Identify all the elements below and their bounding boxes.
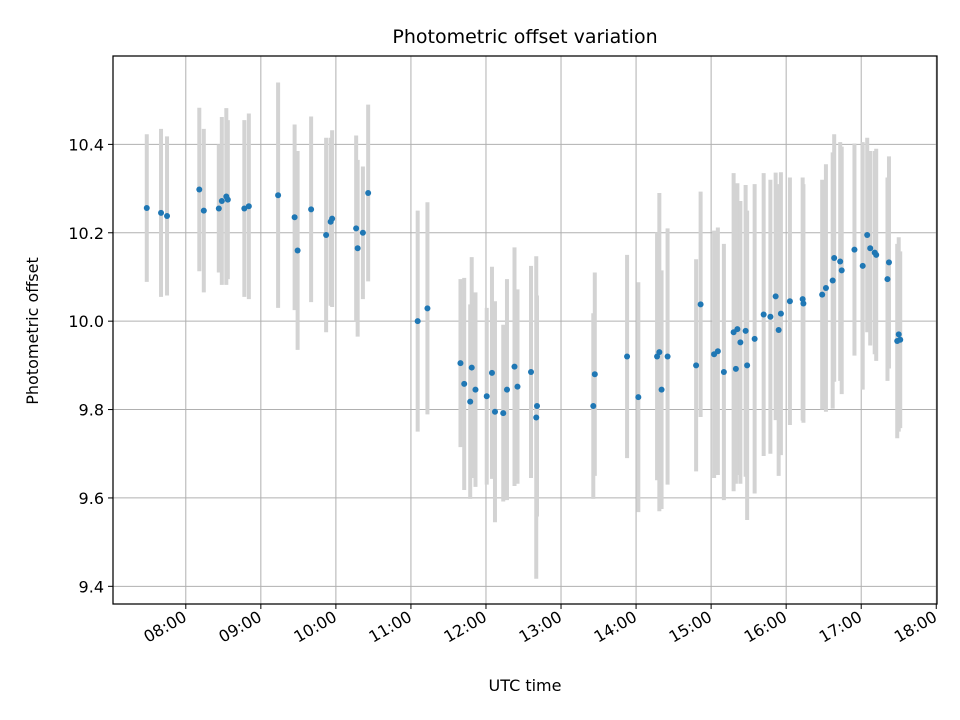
data-point	[873, 251, 880, 258]
data-point	[624, 353, 631, 360]
data-point	[800, 300, 807, 307]
data-point	[424, 305, 431, 312]
data-point	[775, 327, 782, 333]
data-point	[767, 313, 774, 320]
data-point	[158, 209, 165, 216]
data-point	[742, 327, 749, 334]
data-point	[275, 192, 282, 199]
data-point	[786, 298, 793, 305]
data-point	[353, 225, 360, 232]
data-point	[744, 362, 751, 369]
data-point	[514, 383, 521, 390]
data-point	[467, 398, 474, 405]
data-point	[491, 408, 498, 415]
data-point	[859, 262, 866, 269]
data-point	[359, 229, 366, 236]
data-point	[365, 190, 372, 196]
data-point	[591, 371, 598, 378]
data-point	[838, 267, 845, 274]
data-point	[329, 215, 336, 222]
data-point	[760, 311, 767, 318]
data-point	[734, 326, 741, 333]
data-point	[500, 410, 507, 417]
data-point	[656, 349, 663, 356]
data-point	[851, 246, 858, 253]
data-point	[414, 318, 421, 325]
data-point	[461, 380, 468, 387]
y-tick-label: 9.8	[79, 401, 104, 420]
data-point	[164, 212, 171, 219]
data-point	[488, 369, 495, 376]
data-point	[799, 296, 806, 303]
data-point	[714, 348, 721, 355]
data-point	[777, 310, 784, 317]
plot-area-frame	[112, 55, 938, 605]
data-point	[720, 368, 727, 375]
data-point	[819, 291, 826, 298]
data-point	[737, 339, 744, 346]
data-point	[245, 203, 252, 210]
data-point	[867, 245, 874, 252]
data-point	[468, 364, 475, 371]
data-point	[635, 394, 642, 401]
data-point	[143, 205, 150, 212]
data-point	[483, 393, 490, 400]
data-point	[829, 277, 836, 284]
data-point	[822, 285, 829, 292]
data-point	[864, 231, 871, 238]
data-point	[528, 368, 535, 375]
y-tick-label: 10.0	[68, 312, 104, 331]
data-point	[895, 331, 902, 338]
x-axis-title: UTC time	[489, 676, 562, 695]
data-point	[664, 353, 671, 360]
data-point	[354, 245, 361, 252]
y-tick-label: 9.6	[79, 489, 104, 508]
data-point	[590, 403, 597, 410]
y-tick-label: 10.2	[68, 224, 104, 243]
data-point	[534, 403, 541, 410]
data-point	[200, 207, 207, 214]
data-point	[323, 231, 330, 238]
data-point	[693, 362, 700, 369]
data-point	[291, 214, 298, 221]
data-point	[751, 335, 758, 342]
data-point	[457, 360, 464, 367]
data-points	[143, 186, 904, 421]
y-axis-title: Photometric offset	[23, 257, 42, 405]
data-point	[533, 414, 540, 421]
data-point	[224, 196, 231, 203]
data-point	[503, 386, 510, 393]
data-point	[772, 293, 779, 300]
data-point	[897, 336, 904, 343]
y-axis-ticks: 9.4 9.6 9.8 10.0 10.2 10.4	[68, 135, 113, 596]
data-point	[884, 276, 891, 283]
data-point	[697, 301, 704, 308]
data-point	[837, 258, 844, 265]
data-point	[654, 353, 661, 360]
data-point	[308, 206, 315, 213]
data-point	[218, 197, 225, 204]
y-tick-label: 9.4	[79, 577, 104, 596]
data-point	[241, 205, 248, 212]
data-point	[472, 386, 479, 393]
y-tick-label: 10.4	[68, 135, 104, 154]
data-point	[294, 247, 301, 254]
data-point	[732, 365, 739, 372]
data-point	[831, 254, 838, 261]
data-point	[885, 259, 892, 266]
data-point	[215, 205, 222, 212]
chart-title: Photometric offset variation	[392, 26, 657, 48]
data-point	[511, 363, 518, 370]
data-point	[196, 186, 203, 193]
data-point	[658, 386, 665, 393]
